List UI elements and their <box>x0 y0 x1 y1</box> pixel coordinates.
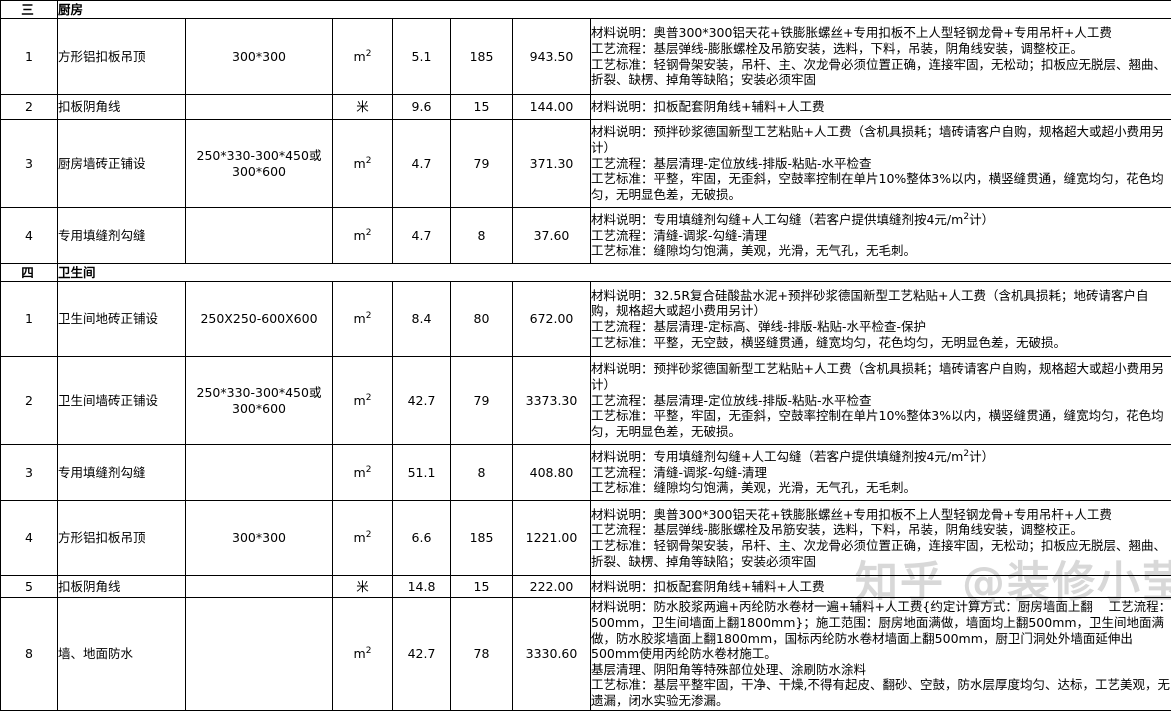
section-number: 四 <box>1 264 58 282</box>
row-index: 2 <box>1 95 58 120</box>
item-unit-price: 78 <box>451 598 513 711</box>
item-spec: 250*330-300*450或300*600 <box>186 120 333 208</box>
item-unit: 米 <box>333 95 393 120</box>
item-quantity: 8.4 <box>393 282 451 357</box>
item-unit: m2 <box>333 445 393 501</box>
section-title: 厨房 <box>58 1 1171 19</box>
item-amount: 672.00 <box>513 282 591 357</box>
item-description: 材料说明：奥普300*300铝天花+铁膨胀螺丝+专用扣板不上人型轻钢龙骨+专用吊… <box>591 501 1171 576</box>
item-unit: m2 <box>333 598 393 711</box>
row-index: 4 <box>1 208 58 264</box>
item-spec: 250X250-600X600 <box>186 282 333 357</box>
item-unit-price: 8 <box>451 208 513 264</box>
item-unit-price: 15 <box>451 95 513 120</box>
item-description: 工艺流程：材料说明：防水胶浆两遍+丙纶防水卷材一遍+辅料+人工费{约定计算方式：… <box>591 598 1171 711</box>
row-index: 5 <box>1 576 58 598</box>
item-name: 扣板阴角线 <box>58 576 186 598</box>
item-spec <box>186 95 333 120</box>
item-unit-price: 79 <box>451 120 513 208</box>
item-name: 扣板阴角线 <box>58 95 186 120</box>
item-description: 材料说明：预拌砂浆德国新型工艺粘贴+人工费（含机具损耗；墙砖请客户自购，规格超大… <box>591 357 1171 445</box>
item-description: 材料说明：专用填缝剂勾缝+人工勾缝（若客户提供填缝剂按4元/m2计）工艺流程：清… <box>591 445 1171 501</box>
item-unit-price: 8 <box>451 445 513 501</box>
item-unit: m2 <box>333 282 393 357</box>
item-name: 卫生间墙砖正铺设 <box>58 357 186 445</box>
section-number: 三 <box>1 1 58 19</box>
section-header-row: 四卫生间 <box>1 264 1171 282</box>
item-amount: 1221.00 <box>513 501 591 576</box>
row-index: 1 <box>1 19 58 95</box>
item-name: 卫生间地砖正铺设 <box>58 282 186 357</box>
row-index: 3 <box>1 445 58 501</box>
item-unit: m2 <box>333 19 393 95</box>
item-amount: 3373.30 <box>513 357 591 445</box>
item-spec <box>186 598 333 711</box>
item-unit-price: 80 <box>451 282 513 357</box>
inline-process-tag: 工艺流程： <box>1109 599 1171 615</box>
item-name: 专用填缝剂勾缝 <box>58 445 186 501</box>
item-name: 专用填缝剂勾缝 <box>58 208 186 264</box>
item-unit-price: 185 <box>451 19 513 95</box>
item-quantity: 42.7 <box>393 598 451 711</box>
item-quantity: 5.1 <box>393 19 451 95</box>
item-description: 材料说明：奥普300*300铝天花+铁膨胀螺丝+专用扣板不上人型轻钢龙骨+专用吊… <box>591 19 1171 95</box>
item-spec <box>186 208 333 264</box>
item-amount: 943.50 <box>513 19 591 95</box>
item-unit: m2 <box>333 208 393 264</box>
row-index: 8 <box>1 598 58 711</box>
item-name: 方形铝扣板吊顶 <box>58 19 186 95</box>
section-header-row: 三厨房 <box>1 1 1171 19</box>
item-description: 材料说明：32.5R复合硅酸盐水泥+预拌砂浆德国新型工艺粘贴+人工费（含机具损耗… <box>591 282 1171 357</box>
item-unit: 米 <box>333 576 393 598</box>
row-index: 3 <box>1 120 58 208</box>
row-index: 1 <box>1 282 58 357</box>
item-amount: 408.80 <box>513 445 591 501</box>
item-quantity: 9.6 <box>393 95 451 120</box>
item-spec: 300*300 <box>186 501 333 576</box>
item-name: 方形铝扣板吊顶 <box>58 501 186 576</box>
item-spec: 300*300 <box>186 19 333 95</box>
item-name: 墙、地面防水 <box>58 598 186 711</box>
item-quantity: 42.7 <box>393 357 451 445</box>
item-quantity: 6.6 <box>393 501 451 576</box>
item-unit: m2 <box>333 120 393 208</box>
section-title: 卫生间 <box>58 264 1171 282</box>
item-unit: m2 <box>333 357 393 445</box>
item-spec: 250*330-300*450或300*600 <box>186 357 333 445</box>
item-amount: 222.00 <box>513 576 591 598</box>
item-quantity: 4.7 <box>393 208 451 264</box>
item-amount: 371.30 <box>513 120 591 208</box>
item-description: 材料说明：扣板配套阴角线+辅料+人工费 <box>591 95 1171 120</box>
item-quantity: 51.1 <box>393 445 451 501</box>
item-amount: 144.00 <box>513 95 591 120</box>
item-description: 材料说明：预拌砂浆德国新型工艺粘贴+人工费（含机具损耗；墙砖请客户自购，规格超大… <box>591 120 1171 208</box>
item-description: 材料说明：专用填缝剂勾缝+人工勾缝（若客户提供填缝剂按4元/m2计）工艺流程：清… <box>591 208 1171 264</box>
item-amount: 37.60 <box>513 208 591 264</box>
item-unit: m2 <box>333 501 393 576</box>
item-name: 厨房墙砖正铺设 <box>58 120 186 208</box>
item-description: 材料说明：扣板配套阴角线+辅料+人工费 <box>591 576 1171 598</box>
item-quantity: 4.7 <box>393 120 451 208</box>
item-quantity: 14.8 <box>393 576 451 598</box>
item-spec <box>186 576 333 598</box>
row-index: 4 <box>1 501 58 576</box>
item-spec <box>186 445 333 501</box>
row-index: 2 <box>1 357 58 445</box>
item-unit-price: 15 <box>451 576 513 598</box>
item-unit-price: 185 <box>451 501 513 576</box>
item-amount: 3330.60 <box>513 598 591 711</box>
item-unit-price: 79 <box>451 357 513 445</box>
